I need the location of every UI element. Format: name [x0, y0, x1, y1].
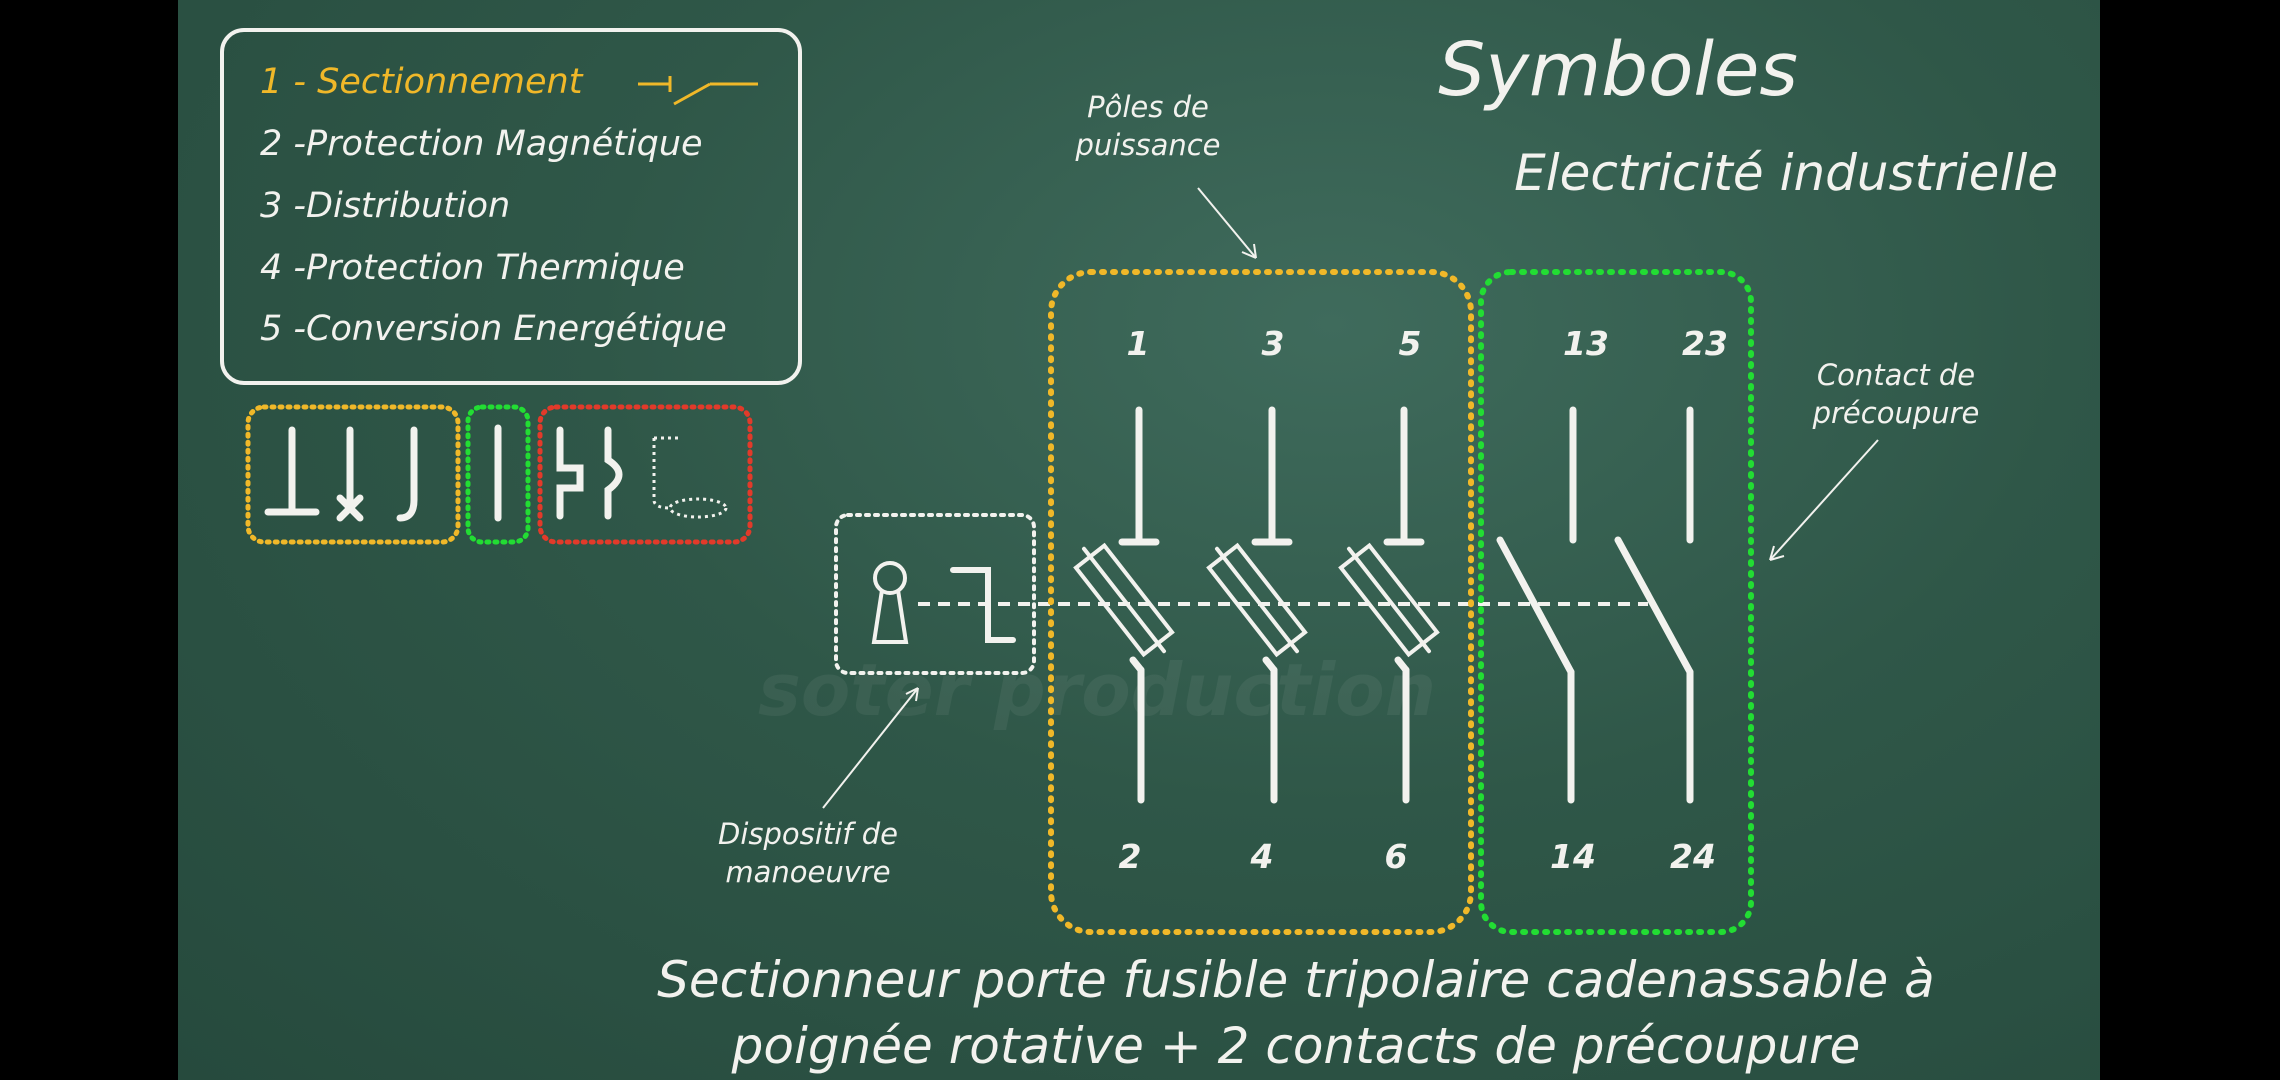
prebreak-contact-23-24	[1614, 406, 1694, 804]
switch-symbol-icon	[396, 426, 418, 522]
terminal-labels-top: 1 3 5 13 23	[1127, 324, 1728, 363]
legend-item-1: 1 - Sectionnement	[260, 62, 584, 102]
terminal-1: 1	[1127, 324, 1150, 363]
svg-text:précoupure: précoupure	[1812, 396, 1980, 430]
fuse-pole-1	[1073, 406, 1175, 804]
terminal-14: 14	[1550, 837, 1596, 876]
legend-box: 1 - Sectionnement 2 -Protection Magnétiq…	[220, 28, 802, 385]
terminal-13: 13	[1563, 324, 1609, 363]
padlock-keyhole-icon	[871, 561, 909, 644]
isolator-mini-icon	[638, 76, 758, 106]
operating-device	[834, 513, 1036, 675]
caption-line-1: Sectionneur porte fusible tripolaire cad…	[657, 951, 1935, 1009]
terminal-4: 4	[1250, 837, 1274, 876]
legend-item-4: 4 -Protection Thermique	[260, 248, 685, 288]
page-title: Symboles	[1438, 27, 1798, 113]
diagram-canvas: soter production Symboles Electricité in…	[220, 27, 2058, 1075]
terminal-23: 23	[1682, 324, 1728, 363]
prebreak-contacts-box	[1478, 269, 1754, 935]
page-subtitle: Electricité industrielle	[1514, 144, 2058, 202]
symbol-group-green	[465, 404, 531, 545]
watermark: soter production	[758, 648, 1436, 732]
symbol-group-yellow	[245, 404, 461, 545]
symbol-group-red	[537, 404, 753, 545]
thermal-contact-symbol-icon	[604, 426, 623, 520]
fuse-pole-2	[1206, 406, 1308, 804]
annotation-prebreak: Contact de précoupure	[1769, 358, 1980, 561]
legend-item-3: 3 -Distribution	[260, 186, 510, 226]
terminal-labels-bottom: 2 4 6 14 24	[1119, 837, 1716, 876]
legend-item-5: 5 -Conversion Energétique	[260, 309, 727, 349]
legend-item-2: 2 -Protection Magnétique	[260, 124, 703, 164]
svg-text:puissance: puissance	[1075, 128, 1221, 162]
svg-text:Dispositif de: Dispositif de	[718, 817, 898, 851]
terminal-6: 6	[1385, 837, 1408, 876]
motor-coil-symbol-icon	[652, 436, 728, 519]
annotation-operating-device: Dispositif de manoeuvre	[718, 687, 919, 889]
terminal-5: 5	[1399, 324, 1422, 363]
thermal-relay-symbol-icon	[556, 426, 584, 520]
svg-text:manoeuvre: manoeuvre	[725, 855, 890, 889]
svg-text:Pôles de: Pôles de	[1087, 90, 1209, 124]
power-poles-box	[1048, 269, 1474, 935]
terminal-3: 3	[1262, 324, 1285, 363]
chalkboard: soter production Symboles Electricité in…	[178, 0, 2100, 1080]
terminal-2: 2	[1119, 837, 1142, 876]
svg-text:Contact de: Contact de	[1817, 358, 1975, 392]
caption-line-2: poignée rotative + 2 contacts de précoup…	[731, 1017, 1861, 1075]
annotation-power-poles: Pôles de puissance	[1075, 90, 1257, 259]
fuse-pole-3	[1338, 406, 1440, 804]
prebreak-contact-13-14	[1496, 406, 1577, 804]
terminal-24: 24	[1670, 837, 1716, 876]
